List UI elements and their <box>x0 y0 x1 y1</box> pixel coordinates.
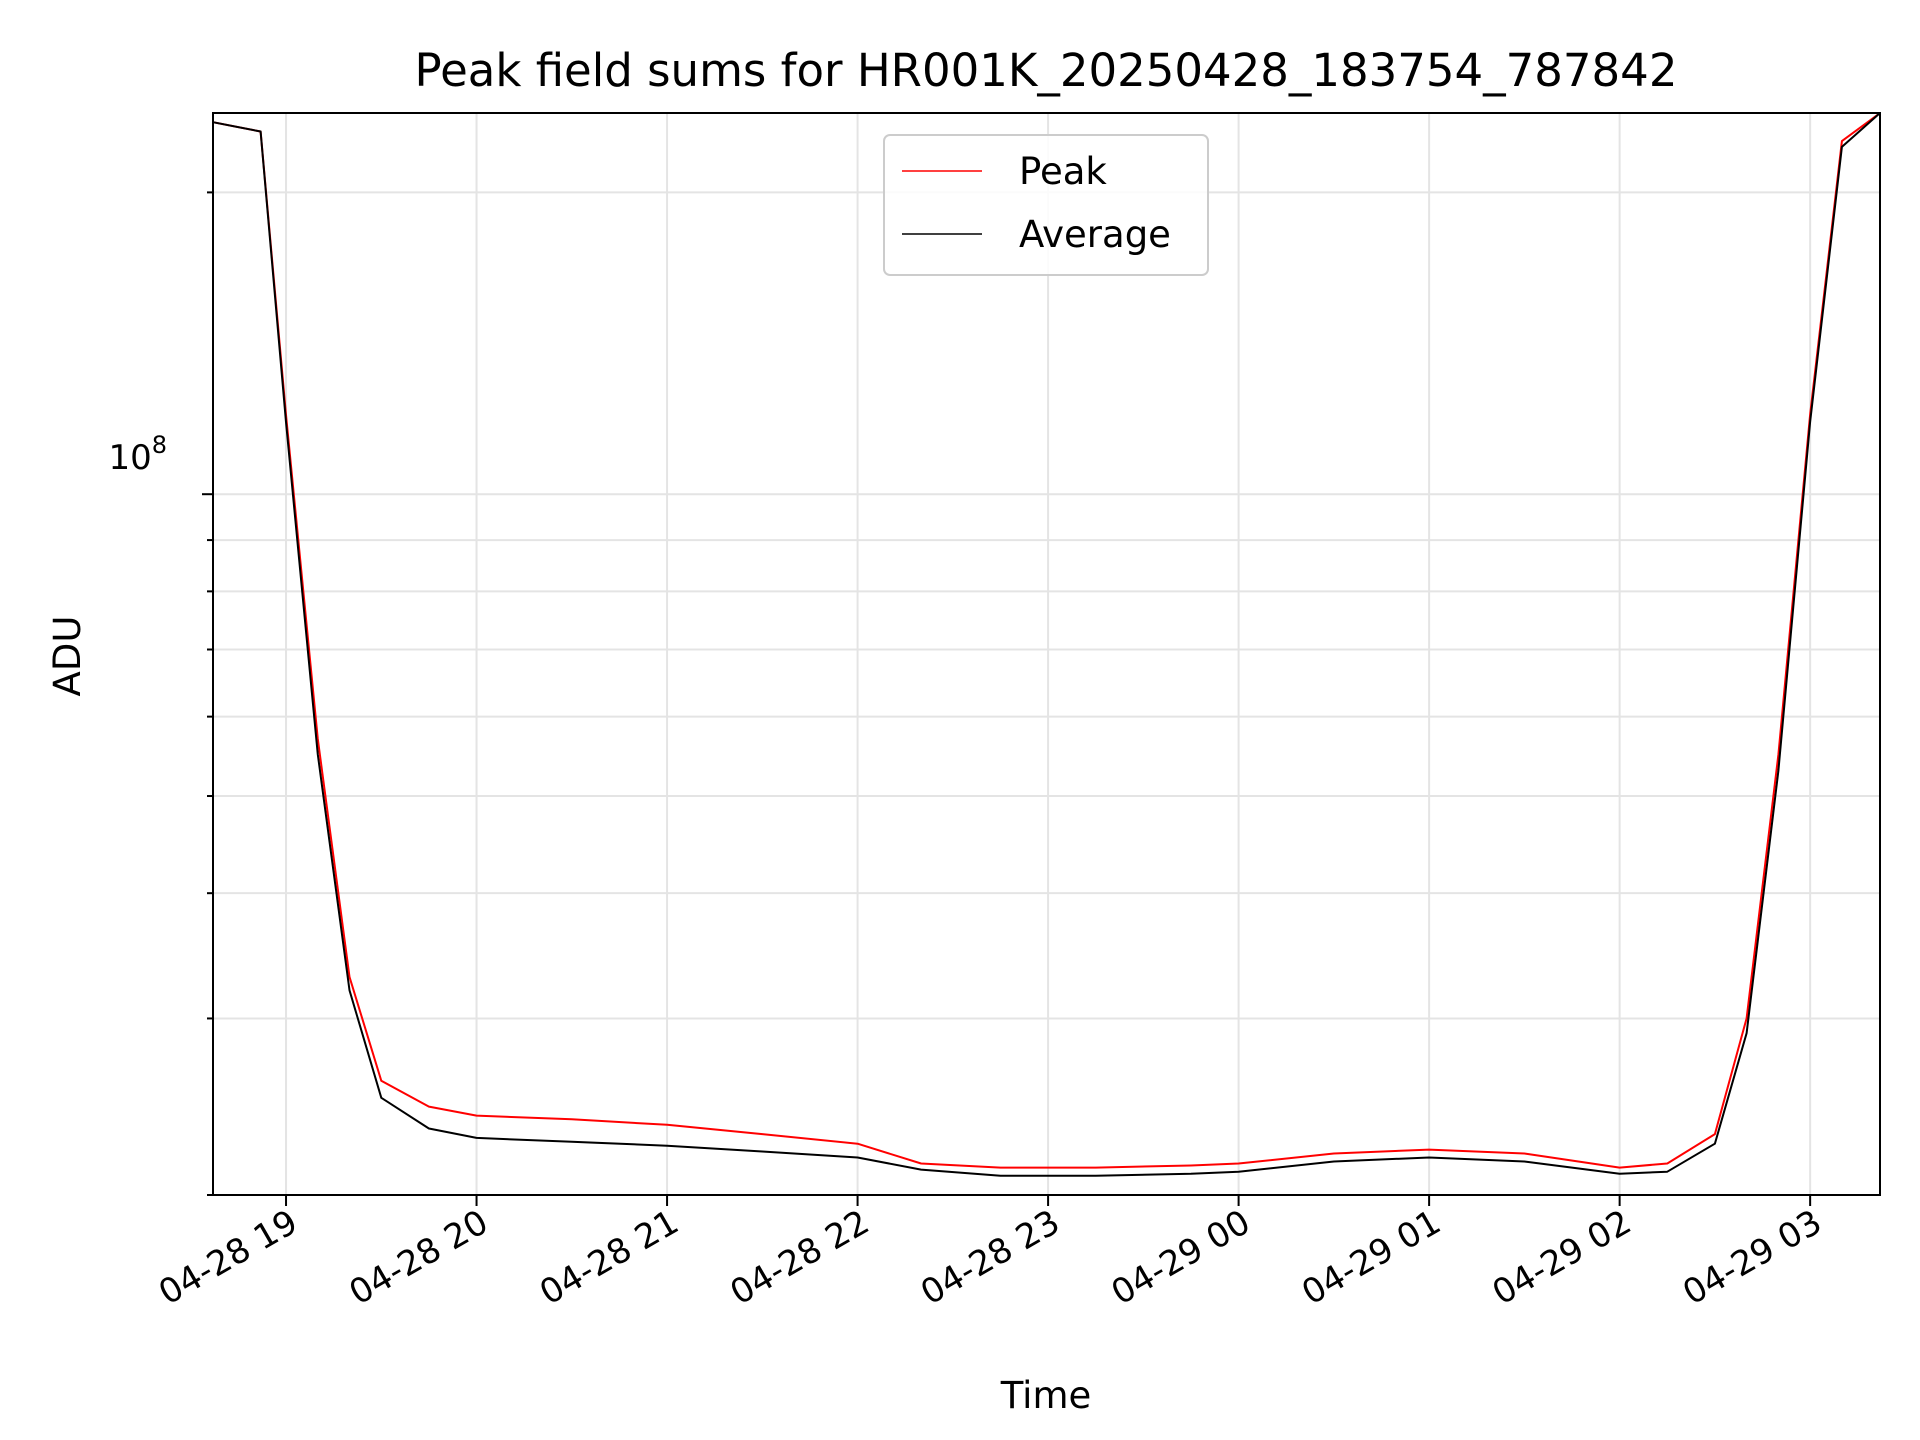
legend-box <box>883 134 1209 276</box>
plot-series <box>212 112 1881 1177</box>
legend-label-average: Average <box>1019 213 1171 256</box>
plot-frame <box>212 112 1881 1196</box>
y-tick-label: 108 <box>108 431 167 478</box>
y-axis-label: ADU <box>46 616 89 697</box>
legend-label-peak: Peak <box>1019 150 1107 193</box>
chart-title: Peak field sums for HR001K_20250428_1837… <box>415 44 1678 97</box>
legend: Peak Average <box>883 134 1209 276</box>
series-line-average <box>212 112 1881 1177</box>
y-tick-base: 10 <box>108 438 151 478</box>
y-tick-exponent: 8 <box>152 431 167 459</box>
x-axis-label: Time <box>1000 1374 1092 1417</box>
series-line-peak <box>212 112 1881 1169</box>
